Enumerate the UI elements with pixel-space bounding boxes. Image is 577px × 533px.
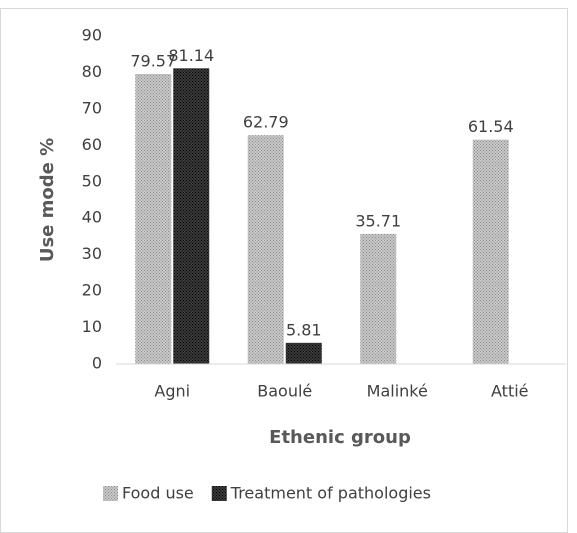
x-tick-label: Baoulé	[257, 382, 312, 401]
y-tick-label: 70	[82, 98, 102, 117]
data-label: 81.14	[168, 46, 214, 65]
y-tick-label: 50	[82, 171, 102, 190]
bar	[472, 139, 509, 364]
y-axis-title: Use mode %	[37, 138, 58, 262]
x-axis-title: Ethenic group	[269, 427, 411, 448]
y-tick-label: 60	[82, 135, 102, 154]
bar	[285, 342, 322, 364]
data-label: 62.79	[243, 113, 289, 132]
bar	[135, 74, 172, 364]
bar	[360, 233, 397, 364]
y-tick-label: 30	[82, 244, 102, 263]
x-tick-label: Malinké	[367, 382, 428, 401]
y-tick-label: 0	[92, 354, 102, 373]
y-tick-label: 20	[82, 281, 102, 300]
data-label: 61.54	[468, 117, 514, 136]
legend-label: Treatment of pathologies	[230, 484, 431, 503]
data-label: 79.57	[130, 52, 176, 71]
y-tick-label: 80	[82, 62, 102, 81]
data-label: 35.71	[355, 211, 401, 230]
legend-swatch	[103, 486, 118, 501]
bar	[173, 68, 210, 364]
x-tick-label: Attié	[491, 382, 529, 401]
y-tick-label: 40	[82, 208, 102, 227]
data-label: 5.81	[286, 320, 322, 339]
legend-label: Food use	[122, 484, 194, 503]
bar	[247, 135, 284, 364]
y-tick-label: 90	[82, 26, 102, 45]
y-tick-label: 10	[82, 317, 102, 336]
x-tick-label: Agni	[154, 382, 190, 401]
legend-swatch	[211, 486, 227, 501]
